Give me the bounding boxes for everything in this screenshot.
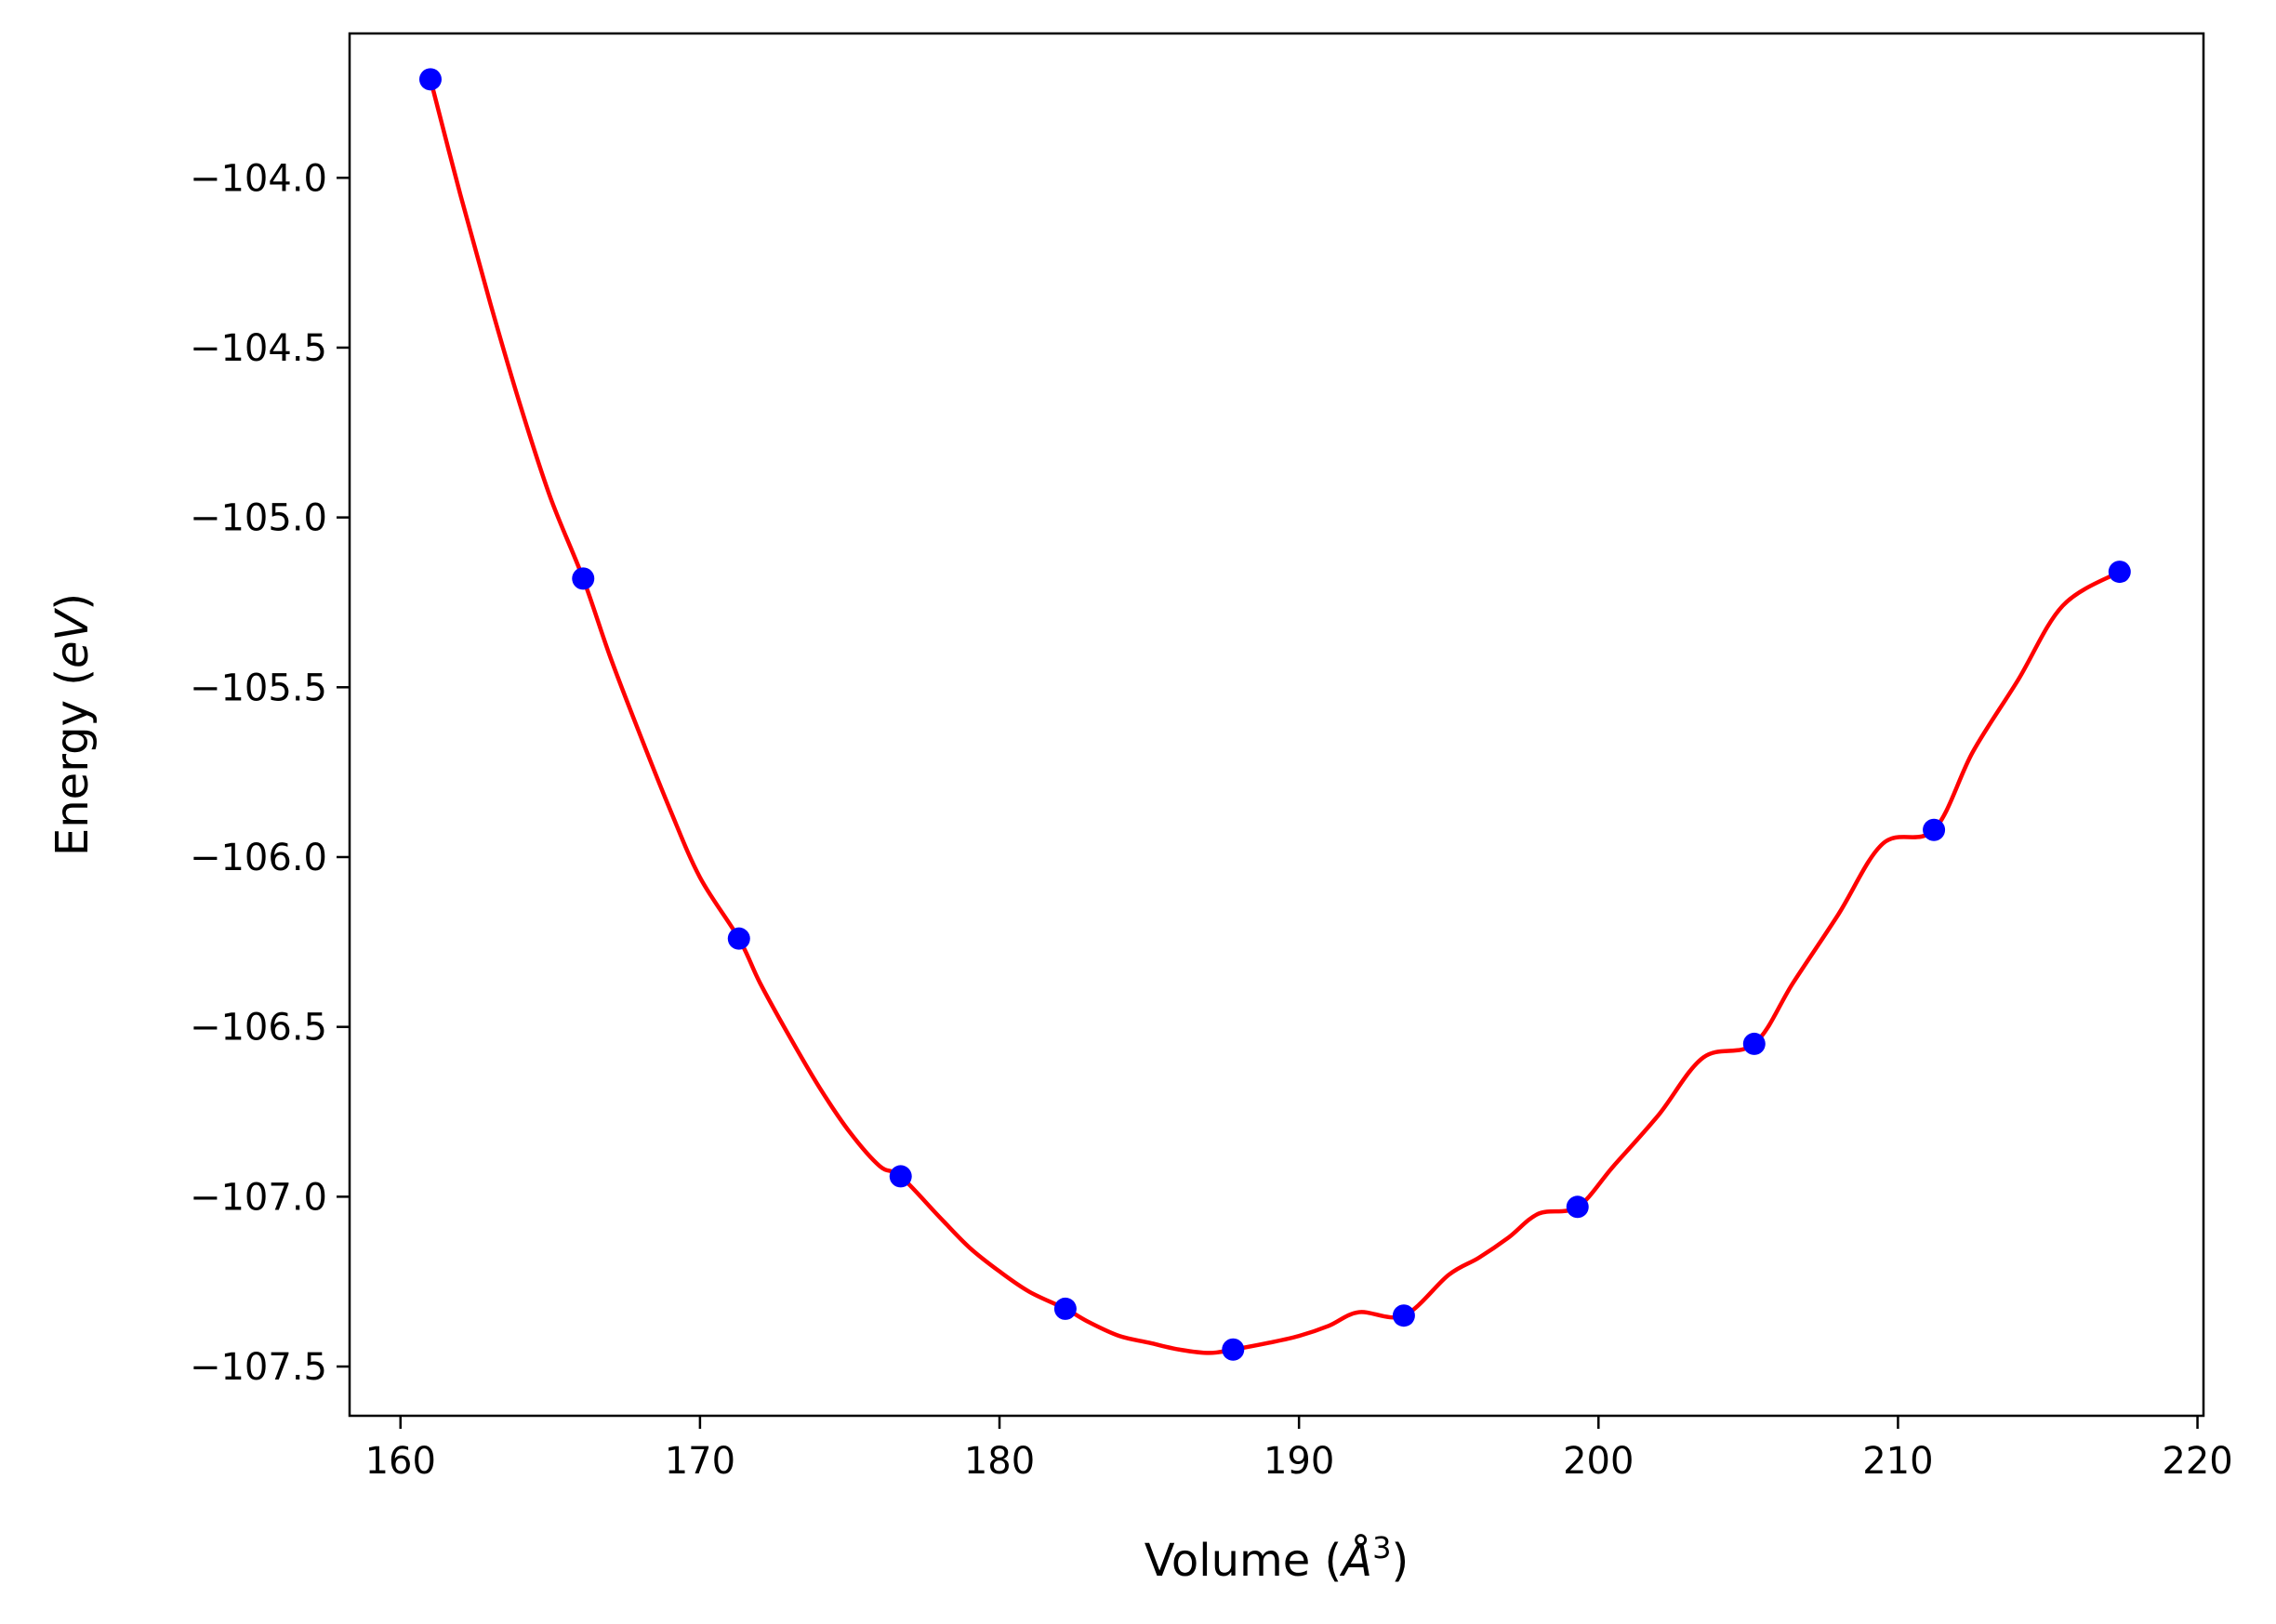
- x-tick-label: 170: [665, 1440, 735, 1483]
- data-point: [1222, 1338, 1245, 1361]
- y-tick-label: −107.0: [190, 1176, 327, 1219]
- x-tick-label: 210: [1862, 1440, 1933, 1483]
- data-point: [418, 68, 442, 91]
- data-point: [1053, 1297, 1077, 1320]
- x-tick-label: 190: [1264, 1440, 1334, 1483]
- data-point: [1392, 1304, 1415, 1327]
- y-axis-label: Energy (eV): [46, 593, 99, 856]
- y-tick-label: −106.5: [190, 1007, 327, 1050]
- data-point: [572, 567, 595, 590]
- y-tick-label: −106.0: [190, 837, 327, 879]
- data-point: [1566, 1195, 1589, 1219]
- y-axis: −104.0 −104.5 −105.0 −105.5 −106.0 −106.5 −107…: [190, 157, 350, 1389]
- y-tick-label: −104.5: [190, 327, 327, 370]
- plot-frame: [348, 32, 2205, 1418]
- x-tick-label: 180: [964, 1440, 1035, 1483]
- x-tick-label: 200: [1563, 1440, 1634, 1483]
- y-tick-label: −104.0: [190, 157, 327, 200]
- y-tick-label: −105.0: [190, 497, 327, 540]
- data-point: [1923, 818, 1946, 841]
- x-tick-label: 160: [365, 1440, 436, 1483]
- y-tick-label: −105.5: [190, 667, 327, 709]
- data-point: [2108, 561, 2131, 584]
- data-point: [727, 927, 750, 950]
- x-axis-label: Volume (Å3): [1145, 1530, 1409, 1587]
- plot-content: [418, 68, 2131, 1361]
- data-point: [1742, 1032, 1766, 1055]
- x-axis: 160 170 180 190 200 210 220: [365, 1416, 2233, 1483]
- data-point: [889, 1165, 912, 1188]
- y-tick-label: −107.5: [190, 1346, 327, 1389]
- x-tick-label: 220: [2162, 1440, 2232, 1483]
- fit-curve-line: [428, 78, 2121, 1355]
